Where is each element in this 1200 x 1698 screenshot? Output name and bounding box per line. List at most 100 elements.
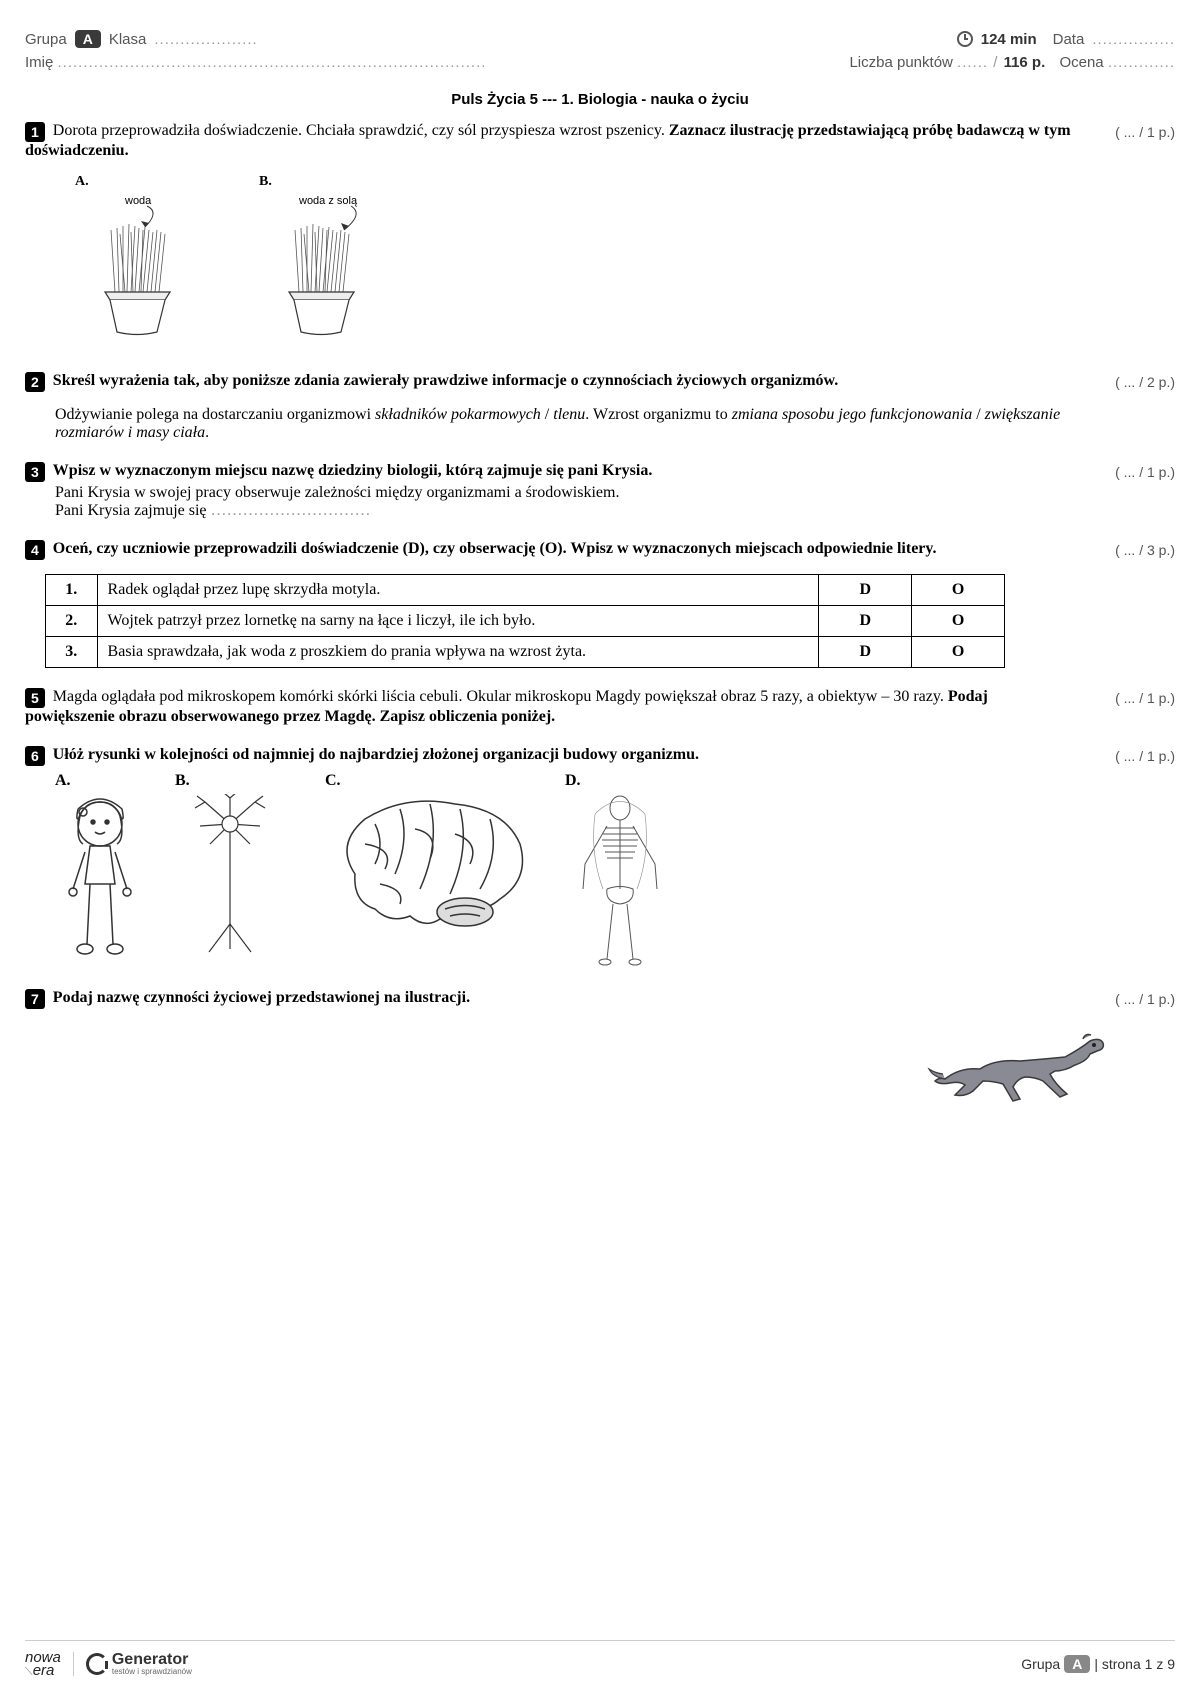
q2-body-a: Odżywianie polega na dostarczaniu organi… xyxy=(55,406,375,423)
gen-text: Generator xyxy=(112,1652,192,1668)
q6-c-label: C. xyxy=(325,772,545,790)
q3-dots: ………………………… xyxy=(211,502,371,519)
generator-logo: Generator testów i sprawdzianów xyxy=(73,1652,192,1676)
pot-a-illustration: woda xyxy=(75,192,215,342)
data-dots: ................ xyxy=(1092,31,1175,48)
q4-r3-desc: Basia sprawdzała, jak woda z proszkiem d… xyxy=(97,637,819,668)
q2-text: Skreśl wyrażenia tak, aby poniższe zdani… xyxy=(53,372,838,389)
q3-line2: Pani Krysia zajmuje się xyxy=(55,502,211,519)
q4-r2-d[interactable]: D xyxy=(819,606,912,637)
q4-r2-num: 2. xyxy=(46,606,98,637)
time-value: 124 min xyxy=(981,31,1037,48)
q3-text: Wpisz w wyznaczonym miejscu nazwę dziedz… xyxy=(53,462,653,479)
grupa-badge: A xyxy=(75,30,101,48)
pot-b-caption: woda z solą xyxy=(298,195,358,207)
footer-badge: A xyxy=(1064,1655,1090,1673)
q1-points: ( ... / 1 p.) xyxy=(1115,124,1175,140)
q4-text: Oceń, czy uczniowie przeprowadzili doświ… xyxy=(53,540,937,557)
q2-body-f: zmiana sposobu jego funkcjonowania xyxy=(732,406,972,423)
question-5: ( ... / 1 p.) 5 Magda oglądała pod mikro… xyxy=(25,688,1175,726)
q1-text-a: Dorota przeprowadziła doświadczenie. Chc… xyxy=(53,122,669,139)
q4-marker: 4 xyxy=(25,540,45,560)
question-4: ( ... / 3 p.) 4 Oceń, czy uczniowie prze… xyxy=(25,540,1175,668)
q7-text: Podaj nazwę czynności życiowej przedstaw… xyxy=(53,989,470,1006)
dog-tail xyxy=(929,1069,945,1079)
question-2: ( ... / 2 p.) 2 Skreśl wyrażenia tak, ab… xyxy=(25,372,1175,442)
pot-b-illustration: woda z solą xyxy=(259,192,409,342)
q2-points: ( ... / 2 p.) xyxy=(1115,374,1175,390)
question-1: ( ... / 1 p.) 1 Dorota przeprowadziła do… xyxy=(25,122,1175,352)
points-dots: ...... / xyxy=(957,54,1004,71)
table-row: 3. Basia sprawdzała, jak woda z proszkie… xyxy=(46,637,1005,668)
q4-points: ( ... / 3 p.) xyxy=(1115,542,1175,558)
q2-body-b: składników pokarmowych xyxy=(375,406,541,423)
q4-r1-num: 1. xyxy=(46,575,98,606)
klasa-label: Klasa xyxy=(109,31,147,48)
q4-r3-d[interactable]: D xyxy=(819,637,912,668)
klasa-dots: .................... xyxy=(154,31,257,48)
q2-body-e: . Wzrost organizmu to xyxy=(585,406,732,423)
q6-marker: 6 xyxy=(25,746,45,766)
q6-text: Ułóż rysunki w kolejności od najmniej do… xyxy=(53,746,699,763)
q3-marker: 3 xyxy=(25,462,45,482)
q1-opt-b-label: B. xyxy=(259,174,409,190)
q5-marker: 5 xyxy=(25,688,45,708)
q1-marker: 1 xyxy=(25,122,45,142)
skeleton-illustration xyxy=(565,794,675,969)
q5-text-a: Magda oglądała pod mikroskopem komórki s… xyxy=(53,688,948,705)
q7-marker: 7 xyxy=(25,989,45,1009)
q3-line1: Pani Krysia w swojej pracy obserwuje zal… xyxy=(55,484,1075,502)
running-dog-illustration xyxy=(925,1019,1115,1109)
q2-body-d: tlenu xyxy=(553,406,585,423)
q3-points: ( ... / 1 p.) xyxy=(1115,464,1175,480)
q2-marker: 2 xyxy=(25,372,45,392)
data-label: Data xyxy=(1053,31,1085,48)
gen-sub: testów i sprawdzianów xyxy=(112,1668,192,1676)
girl-illustration xyxy=(55,794,145,964)
q5-points: ( ... / 1 p.) xyxy=(1115,690,1175,706)
page-footer: nowa ⟍era Generator testów i sprawdzianó… xyxy=(25,1640,1175,1678)
q2-body-i: . xyxy=(205,424,209,441)
neuron-illustration xyxy=(175,794,295,964)
q4-r1-o[interactable]: O xyxy=(912,575,1005,606)
table-row: 2. Wojtek patrzył przez lornetkę na sarn… xyxy=(46,606,1005,637)
pot-a-caption: woda xyxy=(124,195,152,207)
grupa-label: Grupa xyxy=(25,31,67,48)
imie-dots: ........................................… xyxy=(58,54,487,71)
q2-body-c: / xyxy=(541,406,553,423)
q4-r1-desc: Radek oglądał przez lupę skrzydła motyla… xyxy=(97,575,819,606)
dog-eye xyxy=(1092,1043,1096,1047)
q6-points: ( ... / 1 p.) xyxy=(1115,748,1175,764)
points-label: Liczba punktów xyxy=(849,54,952,71)
brain-illustration xyxy=(325,794,535,944)
q2-body-g: / xyxy=(972,406,984,423)
clock-icon xyxy=(957,31,973,47)
footer-strona: | strona 1 z 9 xyxy=(1094,1656,1175,1672)
q4-r2-o[interactable]: O xyxy=(912,606,1005,637)
arrow-head-icon xyxy=(141,221,149,227)
arrow-head-icon xyxy=(341,223,349,230)
q6-b-label: B. xyxy=(175,772,305,790)
q4-r3-o[interactable]: O xyxy=(912,637,1005,668)
generator-g-icon xyxy=(86,1653,108,1675)
dog-ear xyxy=(1083,1035,1091,1040)
q4-r1-d[interactable]: D xyxy=(819,575,912,606)
q4-table: 1. Radek oglądał przez lupę skrzydła mot… xyxy=(45,574,1005,668)
q6-a-label: A. xyxy=(55,772,155,790)
era: era xyxy=(33,1662,55,1679)
ocena-label: Ocena xyxy=(1059,54,1103,71)
question-6: ( ... / 1 p.) 6 Ułóż rysunki w kolejnośc… xyxy=(25,746,1175,969)
header-row-1: Grupa A Klasa .................... 124 m… xyxy=(25,30,1175,48)
q4-r2-desc: Wojtek patrzył przez lornetkę na sarny n… xyxy=(97,606,819,637)
question-7: ( ... / 1 p.) 7 Podaj nazwę czynności ży… xyxy=(25,989,1175,1109)
points-total: 116 p. xyxy=(1004,54,1046,71)
q6-d-label: D. xyxy=(565,772,685,790)
q7-points: ( ... / 1 p.) xyxy=(1115,991,1175,1007)
imie-label: Imię xyxy=(25,54,53,71)
q4-r3-num: 3. xyxy=(46,637,98,668)
ocena-dots: ............. xyxy=(1108,54,1175,71)
nowaera-logo: nowa ⟍era xyxy=(25,1651,61,1678)
q1-opt-a-label: A. xyxy=(75,174,215,190)
question-3: ( ... / 1 p.) 3 Wpisz w wyznaczonym miej… xyxy=(25,462,1175,520)
page-title: Puls Życia 5 --- 1. Biologia - nauka o ż… xyxy=(25,91,1175,108)
